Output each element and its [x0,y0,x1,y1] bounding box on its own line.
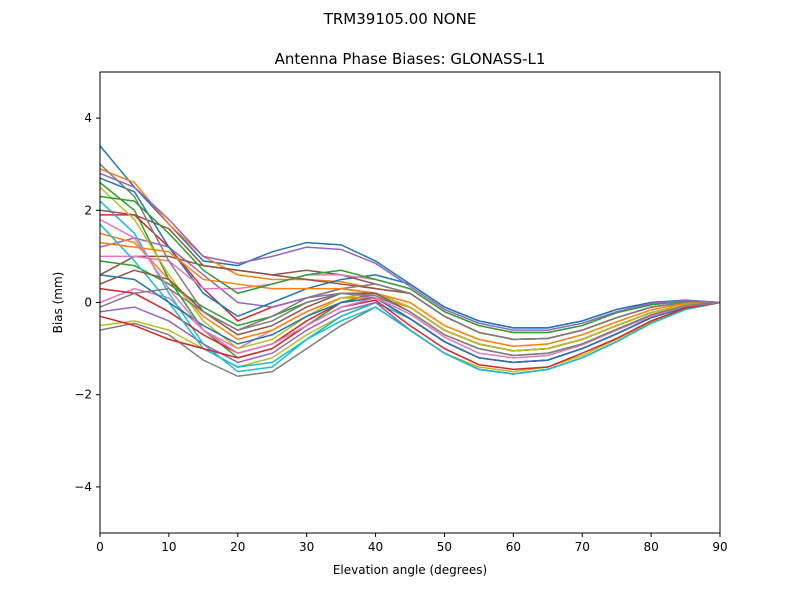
x-tick-label: 10 [161,540,176,554]
y-tick-label: 4 [84,111,92,125]
series-line [99,186,721,352]
series-line [99,241,721,348]
series-line [99,274,721,364]
series-line [99,195,721,334]
x-tick-label: 20 [230,540,245,554]
x-tick-label: 70 [575,540,590,554]
series-line [99,218,721,359]
x-tick-label: 90 [712,540,727,554]
y-tick-label: −4 [74,480,92,494]
x-tick-label: 50 [437,540,452,554]
x-axis-label: Elevation angle (degrees) [333,563,487,577]
y-axis-label: Bias (mm) [51,272,65,334]
series-line [99,177,721,329]
y-tick-label: 2 [84,203,92,217]
series-line [99,287,721,357]
series-line [99,163,720,341]
suptitle: TRM39105.00 NONE [323,10,477,28]
chart-title: Antenna Phase Biases: GLONASS-L1 [275,50,546,68]
x-tick-label: 40 [368,540,383,554]
series-group [99,145,721,378]
series-line [99,172,721,331]
ticks: 0 10 20 30 40 50 60 70 80 90 −4 −2 0 2 4 [74,111,727,554]
series-line [99,255,720,341]
x-tick-label: 80 [643,540,658,554]
y-tick-label: 0 [84,296,92,310]
x-tick-label: 30 [299,540,314,554]
y-tick-label: −2 [74,388,92,402]
series-line [99,299,721,371]
x-tick-label: 60 [506,540,521,554]
x-tick-label: 0 [96,540,104,554]
